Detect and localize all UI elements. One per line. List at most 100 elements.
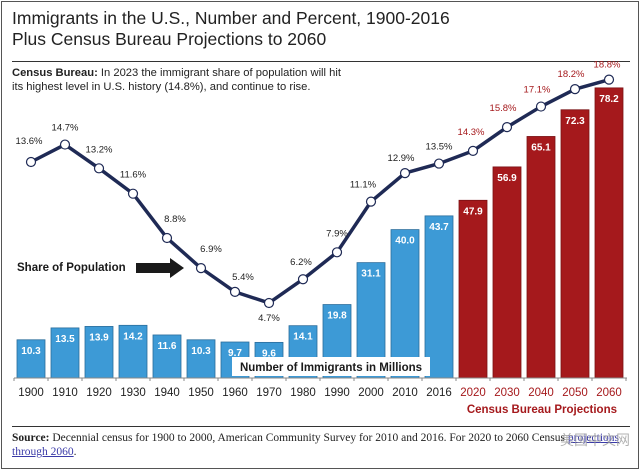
share-of-population-label: Share of Population [17, 262, 126, 274]
line-layer: 13.6% 14.7% 13.2% 11.6% 8.8% 6.9% 5.4% 4.7% 6.2%… [16, 60, 621, 324]
bar-1950 [186, 339, 216, 379]
number-of-immigrants-label: Number of Immigrants in Millions [240, 362, 422, 374]
x-tick-label-2020: 2020 [460, 387, 486, 399]
projections-link[interactable]: projections through 2060 [12, 432, 619, 458]
footer-divider [12, 426, 630, 427]
source-end: . [73, 446, 77, 458]
bar-value-label: 13.9 [89, 332, 109, 343]
share-point-1950 [195, 263, 207, 274]
x-tick-label-1990: 1990 [324, 387, 350, 399]
projections-label: Census Bureau Projections [467, 404, 617, 416]
bar-value-label: 43.7 [429, 222, 449, 233]
x-axis: 1900 1910 1920 1930 1940 1950 1960 1970 1980 1990… [13, 377, 627, 399]
bar-2010 [390, 229, 420, 379]
bar-1930 [118, 324, 148, 379]
bar-2020 [458, 199, 488, 379]
bar-value-label: 47.9 [463, 206, 483, 217]
share-point-2040 [535, 101, 547, 112]
watermark: 美国中文网 [560, 433, 630, 449]
arrow-icon [136, 258, 184, 278]
share-value-label: 18.8% [594, 60, 621, 71]
share-point-2060 [603, 74, 615, 85]
x-tick-label-2000: 2000 [358, 387, 384, 399]
share-value-label: 13.6% [16, 136, 43, 147]
share-point-1940 [161, 232, 173, 244]
x-tick-label-1940: 1940 [154, 387, 180, 399]
share-point-1910 [59, 139, 71, 150]
bar-2016 [424, 215, 454, 379]
bar-value-label: 56.9 [497, 173, 517, 184]
share-value-label: 14.3% [458, 127, 485, 138]
share-value-label: 4.7% [258, 313, 280, 324]
share-value-label: 11.6% [120, 170, 147, 181]
share-value-label: 6.2% [290, 257, 312, 268]
bar-2030 [492, 166, 522, 379]
source-label: Source: [12, 432, 50, 444]
x-tick-label-1920: 1920 [86, 387, 112, 399]
bar-value-label: 14.2 [123, 331, 143, 342]
source-text: Decennial census for 1900 to 2000, Ameri… [49, 432, 568, 444]
x-tick-label-1980: 1980 [290, 387, 316, 399]
x-tick-label-2016: 2016 [426, 387, 452, 399]
subtitle-label: Census Bureau: [12, 67, 98, 79]
chart-subtitle: Census Bureau: In 2023 the immigrant sha… [12, 66, 342, 94]
bar-2040 [526, 136, 556, 379]
bar-value-label: 11.6 [158, 341, 177, 352]
bar-value-label: 72.3 [565, 116, 585, 127]
bar-value-label: 14.1 [293, 332, 313, 343]
bar-value-label: 9.6 [262, 348, 276, 359]
bars-layer: 10.3 13.5 13.9 14.2 11.6 10.3 9.7 9.6 14.1 19.8 31… [16, 87, 624, 379]
x-tick-label-1960: 1960 [222, 387, 248, 399]
share-point-2020 [467, 145, 479, 157]
annotations-layer: Share of Population Number of Immigrants… [17, 258, 617, 416]
share-point-2030 [501, 122, 513, 133]
x-tick-label-2030: 2030 [494, 387, 520, 399]
share-point-1990 [331, 247, 343, 258]
bar-value-label: 10.3 [21, 346, 41, 357]
share-point-1980 [297, 274, 309, 285]
bar-value-label: 19.8 [327, 311, 347, 322]
share-value-label: 7.9% [326, 228, 348, 239]
share-line [30, 77, 610, 305]
chart-title: Immigrants in the U.S., Number and Perce… [12, 8, 450, 50]
share-value-label: 17.1% [524, 85, 551, 96]
share-point-1920 [93, 163, 105, 174]
share-value-label: 5.4% [232, 272, 254, 283]
share-value-label: 12.9% [388, 153, 415, 164]
share-point-1960 [229, 286, 241, 297]
bar-1940 [152, 334, 182, 379]
share-point-1930 [127, 188, 139, 199]
title-divider [12, 61, 630, 62]
share-point-1900 [25, 156, 37, 168]
share-value-label: 11.1% [350, 180, 377, 191]
share-value-label: 18.2% [558, 69, 585, 80]
x-tick-label-1910: 1910 [52, 387, 78, 399]
bar-value-label: 9.7 [228, 348, 242, 359]
bar-value-label: 13.5 [55, 334, 75, 345]
x-tick-label-1950: 1950 [188, 387, 214, 399]
x-tick-label-2060: 2060 [596, 387, 622, 399]
share-point-2010 [399, 167, 411, 179]
source-note: Source: Decennial census for 1900 to 200… [12, 431, 630, 459]
x-tick-label-1930: 1930 [120, 387, 146, 399]
bar-value-label: 65.1 [531, 142, 551, 153]
share-point-1970 [263, 297, 275, 309]
share-point-2016 [433, 158, 445, 169]
title-line-1: Immigrants in the U.S., Number and Perce… [12, 8, 450, 28]
share-value-label: 15.8% [490, 103, 517, 114]
bar-value-label: 78.2 [599, 94, 619, 105]
share-value-label: 13.2% [86, 144, 113, 155]
title-line-2: Plus Census Bureau Projections to 2060 [12, 29, 327, 49]
share-value-label: 13.5% [426, 142, 453, 153]
x-tick-label-2040: 2040 [528, 387, 554, 399]
share-point-2050 [569, 84, 581, 95]
share-point-2000 [365, 196, 377, 207]
bar-2050 [560, 109, 590, 379]
bar-1910 [50, 327, 80, 379]
share-value-label: 6.9% [200, 244, 222, 255]
x-tick-label-1970: 1970 [256, 387, 282, 399]
bar-1900 [16, 339, 46, 379]
bar-value-label: 40.0 [395, 236, 415, 247]
